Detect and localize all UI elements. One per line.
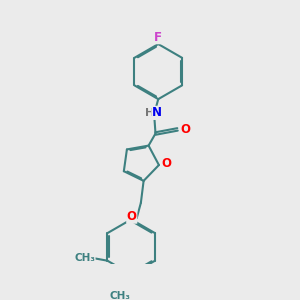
Text: CH₃: CH₃: [74, 253, 95, 263]
Text: O: O: [180, 123, 190, 136]
Text: F: F: [154, 31, 162, 44]
Text: H: H: [145, 108, 154, 118]
Text: O: O: [162, 157, 172, 170]
Text: CH₃: CH₃: [110, 291, 131, 300]
Text: N: N: [152, 106, 162, 119]
Text: O: O: [127, 210, 137, 223]
